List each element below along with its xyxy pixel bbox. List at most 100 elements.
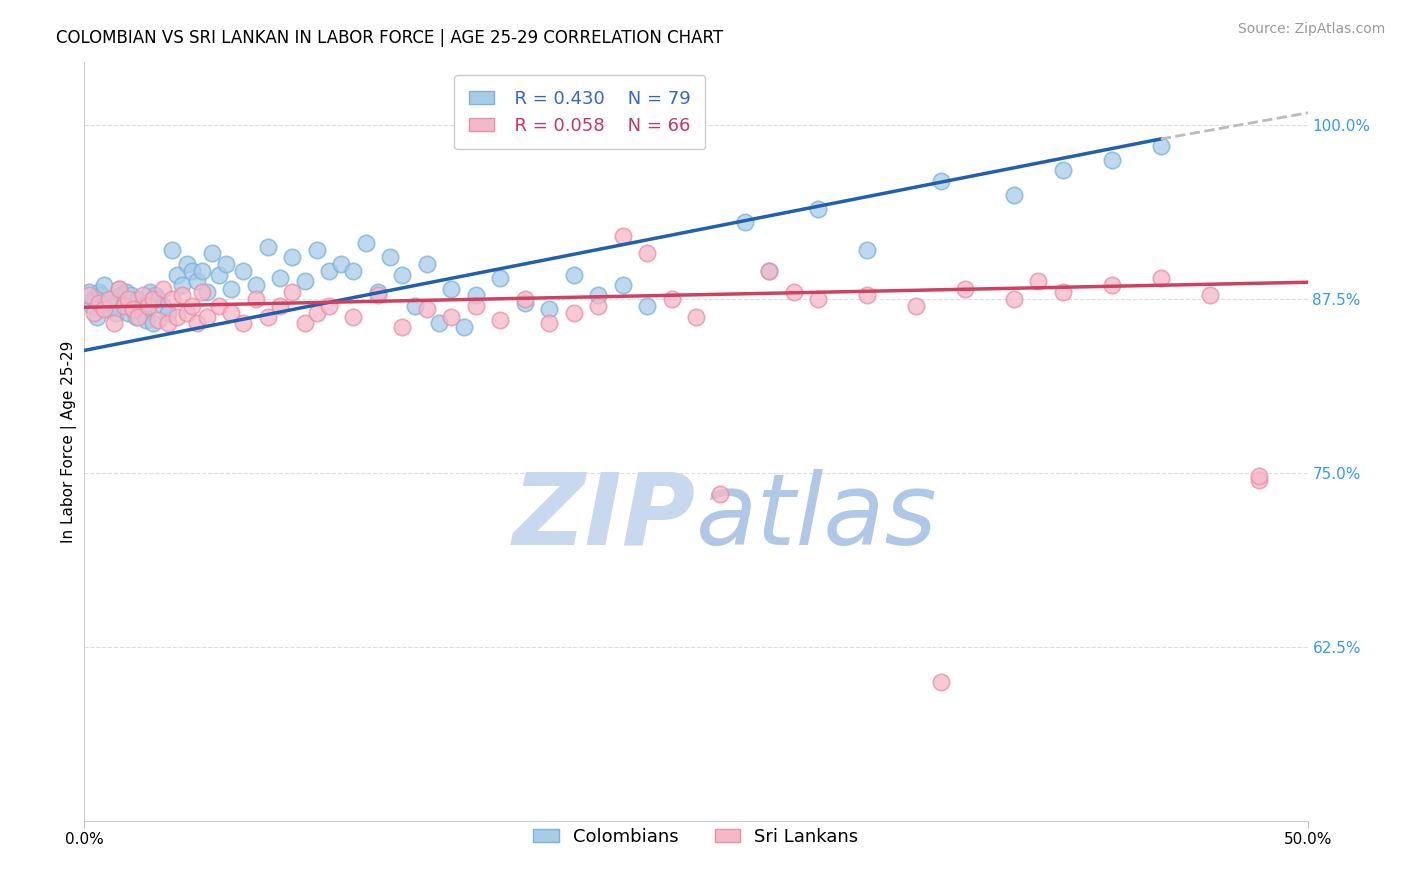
Legend: Colombians, Sri Lankans: Colombians, Sri Lankans [526,821,866,854]
Point [93,278,115,293]
Point [1028,274,1050,288]
Point [257,310,280,324]
Point [929,674,952,689]
Point [856,244,879,258]
Point [146,292,169,306]
Point [96,296,118,310]
Point [186,316,208,330]
Point [586,287,609,301]
Point [1198,287,1220,301]
Point [856,287,879,301]
Point [93,301,115,316]
Point [200,246,222,260]
Point [612,229,634,244]
Point [208,268,231,283]
Point [127,310,149,324]
Point [354,236,377,251]
Point [391,319,413,334]
Point [139,285,162,299]
Point [367,285,389,299]
Point [380,250,402,264]
Point [77,285,100,299]
Point [953,282,976,296]
Point [1150,271,1173,285]
Point [1150,139,1173,153]
Point [100,292,122,306]
Point [156,316,179,330]
Point [929,174,952,188]
Point [132,287,155,301]
Point [142,316,165,330]
Point [136,296,159,310]
Point [87,285,110,299]
Point [1052,162,1074,177]
Point [146,313,169,327]
Point [513,292,536,306]
Point [709,486,731,500]
Point [245,292,267,306]
Point [97,292,120,306]
Point [117,292,139,306]
Point [427,316,450,330]
Point [166,268,188,283]
Point [586,299,609,313]
Point [807,292,830,306]
Point [807,202,830,216]
Point [90,287,112,301]
Point [172,287,194,301]
Point [176,306,198,320]
Point [127,292,149,306]
Point [464,287,486,301]
Point [86,310,108,324]
Point [783,285,806,299]
Point [176,257,198,271]
Point [112,299,135,313]
Point [162,244,184,258]
Point [734,215,756,229]
Point [172,278,194,293]
Point [77,287,100,301]
Point [281,250,304,264]
Point [330,257,353,271]
Y-axis label: In Labor Force | Age 25-29: In Labor Force | Age 25-29 [62,341,77,542]
Point [195,310,218,324]
Point [232,264,254,278]
Point [1247,473,1270,487]
Point [156,306,179,320]
Point [129,299,152,313]
Point [305,306,328,320]
Point [117,306,139,320]
Point [294,316,316,330]
Point [136,299,159,313]
Point [661,292,683,306]
Text: COLOMBIAN VS SRI LANKAN IN LABOR FORCE | AGE 25-29 CORRELATION CHART: COLOMBIAN VS SRI LANKAN IN LABOR FORCE |… [56,29,723,46]
Point [132,306,155,320]
Point [391,268,413,283]
Point [219,282,242,296]
Point [440,310,463,324]
Point [219,306,242,320]
Point [122,301,145,316]
Point [1002,292,1025,306]
Point [489,313,512,327]
Point [103,299,125,313]
Point [305,244,328,258]
Point [112,294,135,309]
Point [489,271,512,285]
Point [318,264,340,278]
Point [166,310,188,324]
Text: atlas: atlas [696,469,938,566]
Point [453,319,475,334]
Point [513,296,536,310]
Point [294,274,316,288]
Point [269,299,291,313]
Point [191,285,214,299]
Text: ZIP: ZIP [513,469,696,566]
Point [83,306,105,320]
Point [97,301,120,316]
Point [416,257,439,271]
Point [416,301,439,316]
Point [562,268,585,283]
Point [1052,285,1074,299]
Point [181,264,204,278]
